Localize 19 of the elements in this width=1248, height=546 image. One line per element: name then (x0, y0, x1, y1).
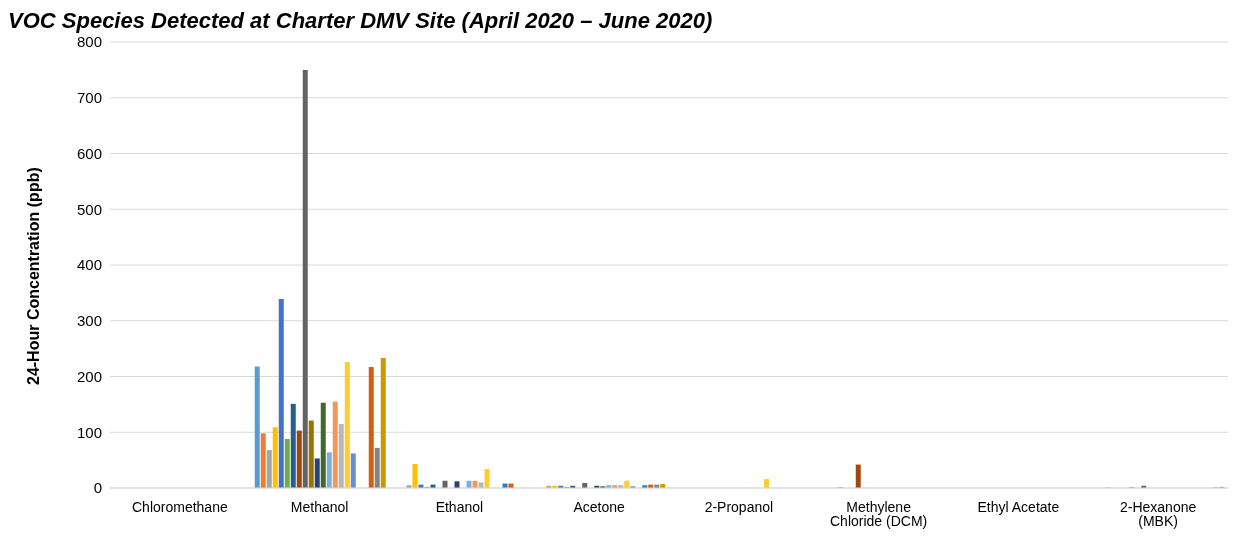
y-tick-label: 100 (76, 423, 102, 441)
x-tick-label: Chloromethane (132, 498, 228, 515)
chart-title: VOC Species Detected at Charter DMV Site (April 2020 – June 2020) (8, 8, 714, 34)
y-tick-label: 400 (76, 256, 102, 274)
y-tick-label: 300 (76, 312, 102, 330)
x-tick-label: Methanol (290, 498, 349, 515)
y-tick-label: 500 (76, 200, 102, 218)
y-tick-label: 200 (76, 367, 102, 385)
x-tick-label: 2-Propanol (704, 498, 774, 515)
y-tick-label: 800 (76, 33, 102, 51)
x-tick-label: Ethyl Acetate (977, 498, 1060, 515)
x-tick-label: Methylene Chloride (DCM) (830, 498, 928, 529)
x-tick-label: Ethanol (435, 498, 484, 515)
y-tick-label: 0 (93, 479, 102, 497)
y-axis-title: 24-Hour Concentration (ppb) (24, 167, 42, 385)
x-tick-label: Acetone (573, 498, 626, 515)
y-tick-label: 600 (76, 144, 102, 162)
y-tick-label: 700 (76, 89, 102, 107)
x-tick-label: 2-Hexanone (MBK) (1119, 498, 1197, 529)
